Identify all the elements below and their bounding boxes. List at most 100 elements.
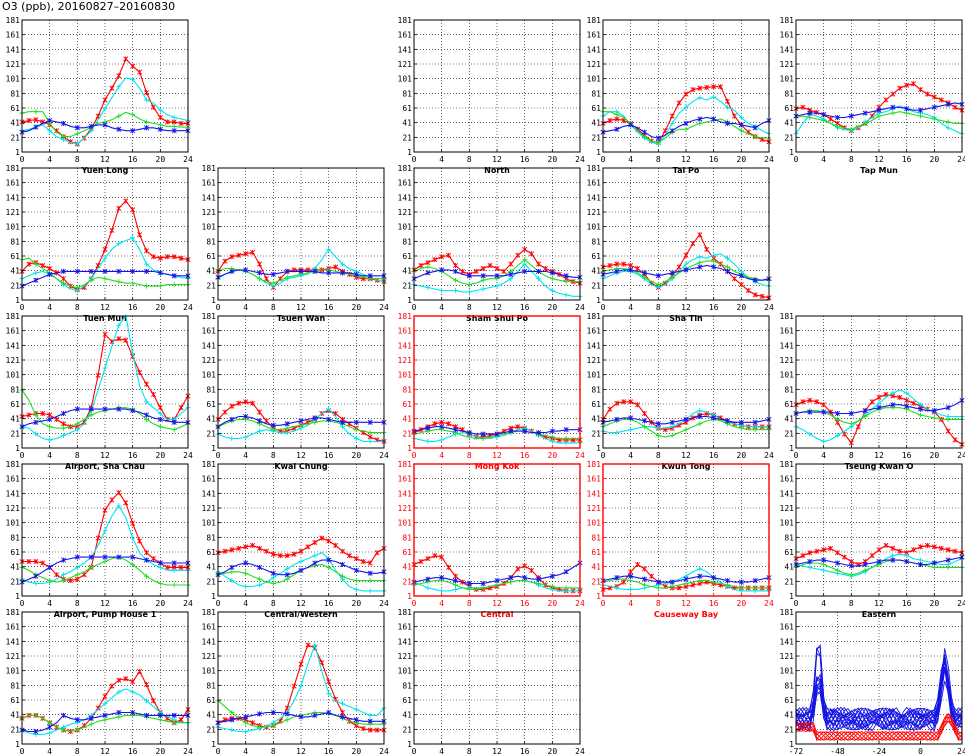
y-tick-label: 81 <box>784 533 794 542</box>
red-point <box>480 265 486 271</box>
y-tick-label: 181 <box>6 460 21 469</box>
red-point <box>641 411 648 417</box>
blue-point <box>326 270 332 276</box>
blue-point <box>130 554 136 560</box>
cyan-point <box>270 575 276 581</box>
red-point <box>897 394 903 400</box>
blue-point <box>171 419 177 425</box>
blue-point <box>33 729 39 735</box>
y-tick-label: 161 <box>6 475 21 484</box>
cyan-point <box>614 585 620 591</box>
y-tick-label: 1 <box>407 740 412 749</box>
x-tick-label: 24 <box>575 747 585 755</box>
y-tick-label: 1 <box>407 444 412 453</box>
green-point <box>848 572 854 578</box>
blue-point <box>876 107 882 113</box>
y-tick-label: 161 <box>202 179 217 188</box>
red-point <box>704 84 710 90</box>
red-point <box>157 405 163 411</box>
red-point <box>848 559 854 565</box>
red-point <box>150 391 156 397</box>
x-tick-label: 24 <box>764 599 774 608</box>
y-tick-label: 1 <box>407 592 412 601</box>
green-point <box>655 139 661 145</box>
blue-point <box>425 425 431 431</box>
panel-southern: 12141618110112114116118104812162024South… <box>398 608 585 755</box>
cyan-point <box>480 286 486 292</box>
cyan-point <box>367 712 373 718</box>
red-point <box>745 287 751 293</box>
y-tick-label: 1 <box>15 444 20 453</box>
x-tick-label: 16 <box>709 303 719 312</box>
x-tick-label: 20 <box>737 599 747 608</box>
y-tick-label: 21 <box>402 429 412 438</box>
y-tick-label: 141 <box>780 489 795 498</box>
cyan-point <box>945 125 951 131</box>
y-tick-label: 121 <box>780 652 795 661</box>
y-tick-label: 41 <box>591 415 601 424</box>
blue-point <box>339 714 346 720</box>
blue-point <box>102 406 108 412</box>
blue-point <box>353 717 359 723</box>
green-point <box>669 274 675 280</box>
x-tick-label: 0 <box>601 451 606 460</box>
cyan-point <box>536 276 541 282</box>
blue-point <box>60 120 67 126</box>
cyan-point <box>47 128 53 134</box>
green-point <box>669 433 675 439</box>
x-tick-label: 0 <box>216 303 221 312</box>
x-tick-label: 4 <box>628 155 633 164</box>
y-tick-label: 101 <box>587 519 602 528</box>
blue-point <box>724 268 731 274</box>
red-point <box>952 437 958 443</box>
blue-point <box>494 578 500 584</box>
blue-point <box>563 273 569 279</box>
y-tick-label: 41 <box>402 267 412 276</box>
green-point <box>270 427 276 433</box>
x-tick-label: 4 <box>439 155 444 164</box>
green-point <box>480 435 486 441</box>
green-point <box>931 116 937 122</box>
y-tick-label: 161 <box>780 31 795 40</box>
red-point <box>339 548 346 554</box>
red-point <box>222 548 228 554</box>
y-tick-label: 101 <box>6 371 21 380</box>
y-tick-label: 81 <box>206 385 216 394</box>
x-tick-label: 12 <box>681 451 691 460</box>
green-point <box>74 131 80 137</box>
x-tick-label: 0 <box>216 747 221 755</box>
y-tick-label: 161 <box>202 623 217 632</box>
blue-point <box>711 116 717 122</box>
y-tick-label: 121 <box>202 356 217 365</box>
red-point <box>759 293 765 299</box>
x-tick-label: 20 <box>156 599 166 608</box>
red-point <box>515 252 521 258</box>
x-tick-label: 16 <box>902 599 912 608</box>
x-tick-label: 4 <box>821 599 826 608</box>
x-tick-label: 20 <box>156 155 166 164</box>
green-point <box>918 113 923 119</box>
blue-point <box>33 277 39 283</box>
red-point <box>150 104 156 110</box>
cyan-point <box>614 430 620 436</box>
y-tick-label: 81 <box>206 533 216 542</box>
red-point <box>487 263 493 269</box>
cyan-point <box>284 430 290 436</box>
blue-point <box>738 579 744 585</box>
red-point <box>731 276 737 282</box>
blue-point <box>312 415 318 421</box>
red-point <box>828 116 834 122</box>
blue-point <box>171 273 177 279</box>
red-point <box>515 566 521 572</box>
cyan-point <box>33 581 39 587</box>
red-point <box>157 115 163 121</box>
y-tick-label: 61 <box>591 104 601 113</box>
blue-point <box>143 268 150 274</box>
y-tick-label: 121 <box>780 504 795 513</box>
y-tick-label: 161 <box>398 327 413 336</box>
y-tick-label: 121 <box>202 504 217 513</box>
x-tick-label: 24 <box>957 155 965 164</box>
